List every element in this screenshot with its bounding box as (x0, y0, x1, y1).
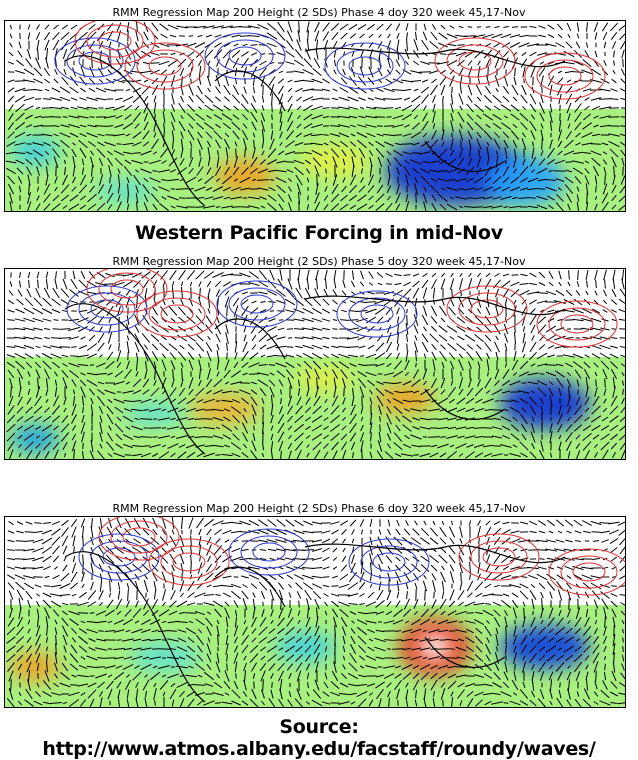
heading: Western Pacific Forcing in mid-Nov (0, 222, 638, 244)
anomaly-shading (417, 633, 453, 661)
regression-map-phase-5 (4, 268, 626, 460)
source-credit: Source: http://www.atmos.albany.edu/facs… (0, 716, 638, 760)
map-graphic-phase-6 (5, 517, 625, 707)
height-contours (67, 269, 617, 347)
anomaly-shading (295, 367, 355, 391)
panel-title-phase-6: RMM Regression Map 200 Height (2 SDs) Ph… (0, 502, 638, 515)
panel-title-phase-4: RMM Regression Map 200 Height (2 SDs) Ph… (0, 6, 638, 19)
anomaly-shading (10, 652, 60, 682)
panel-title-phase-5: RMM Regression Map 200 Height (2 SDs) Ph… (0, 255, 638, 268)
height-contours (79, 517, 625, 595)
regression-map-phase-6 (4, 516, 626, 708)
anomaly-shading (95, 179, 155, 203)
map-graphic-phase-5 (5, 269, 625, 459)
map-graphic-phase-4 (5, 21, 625, 211)
anomaly-shading (10, 424, 60, 454)
regression-map-phase-4 (4, 20, 626, 212)
